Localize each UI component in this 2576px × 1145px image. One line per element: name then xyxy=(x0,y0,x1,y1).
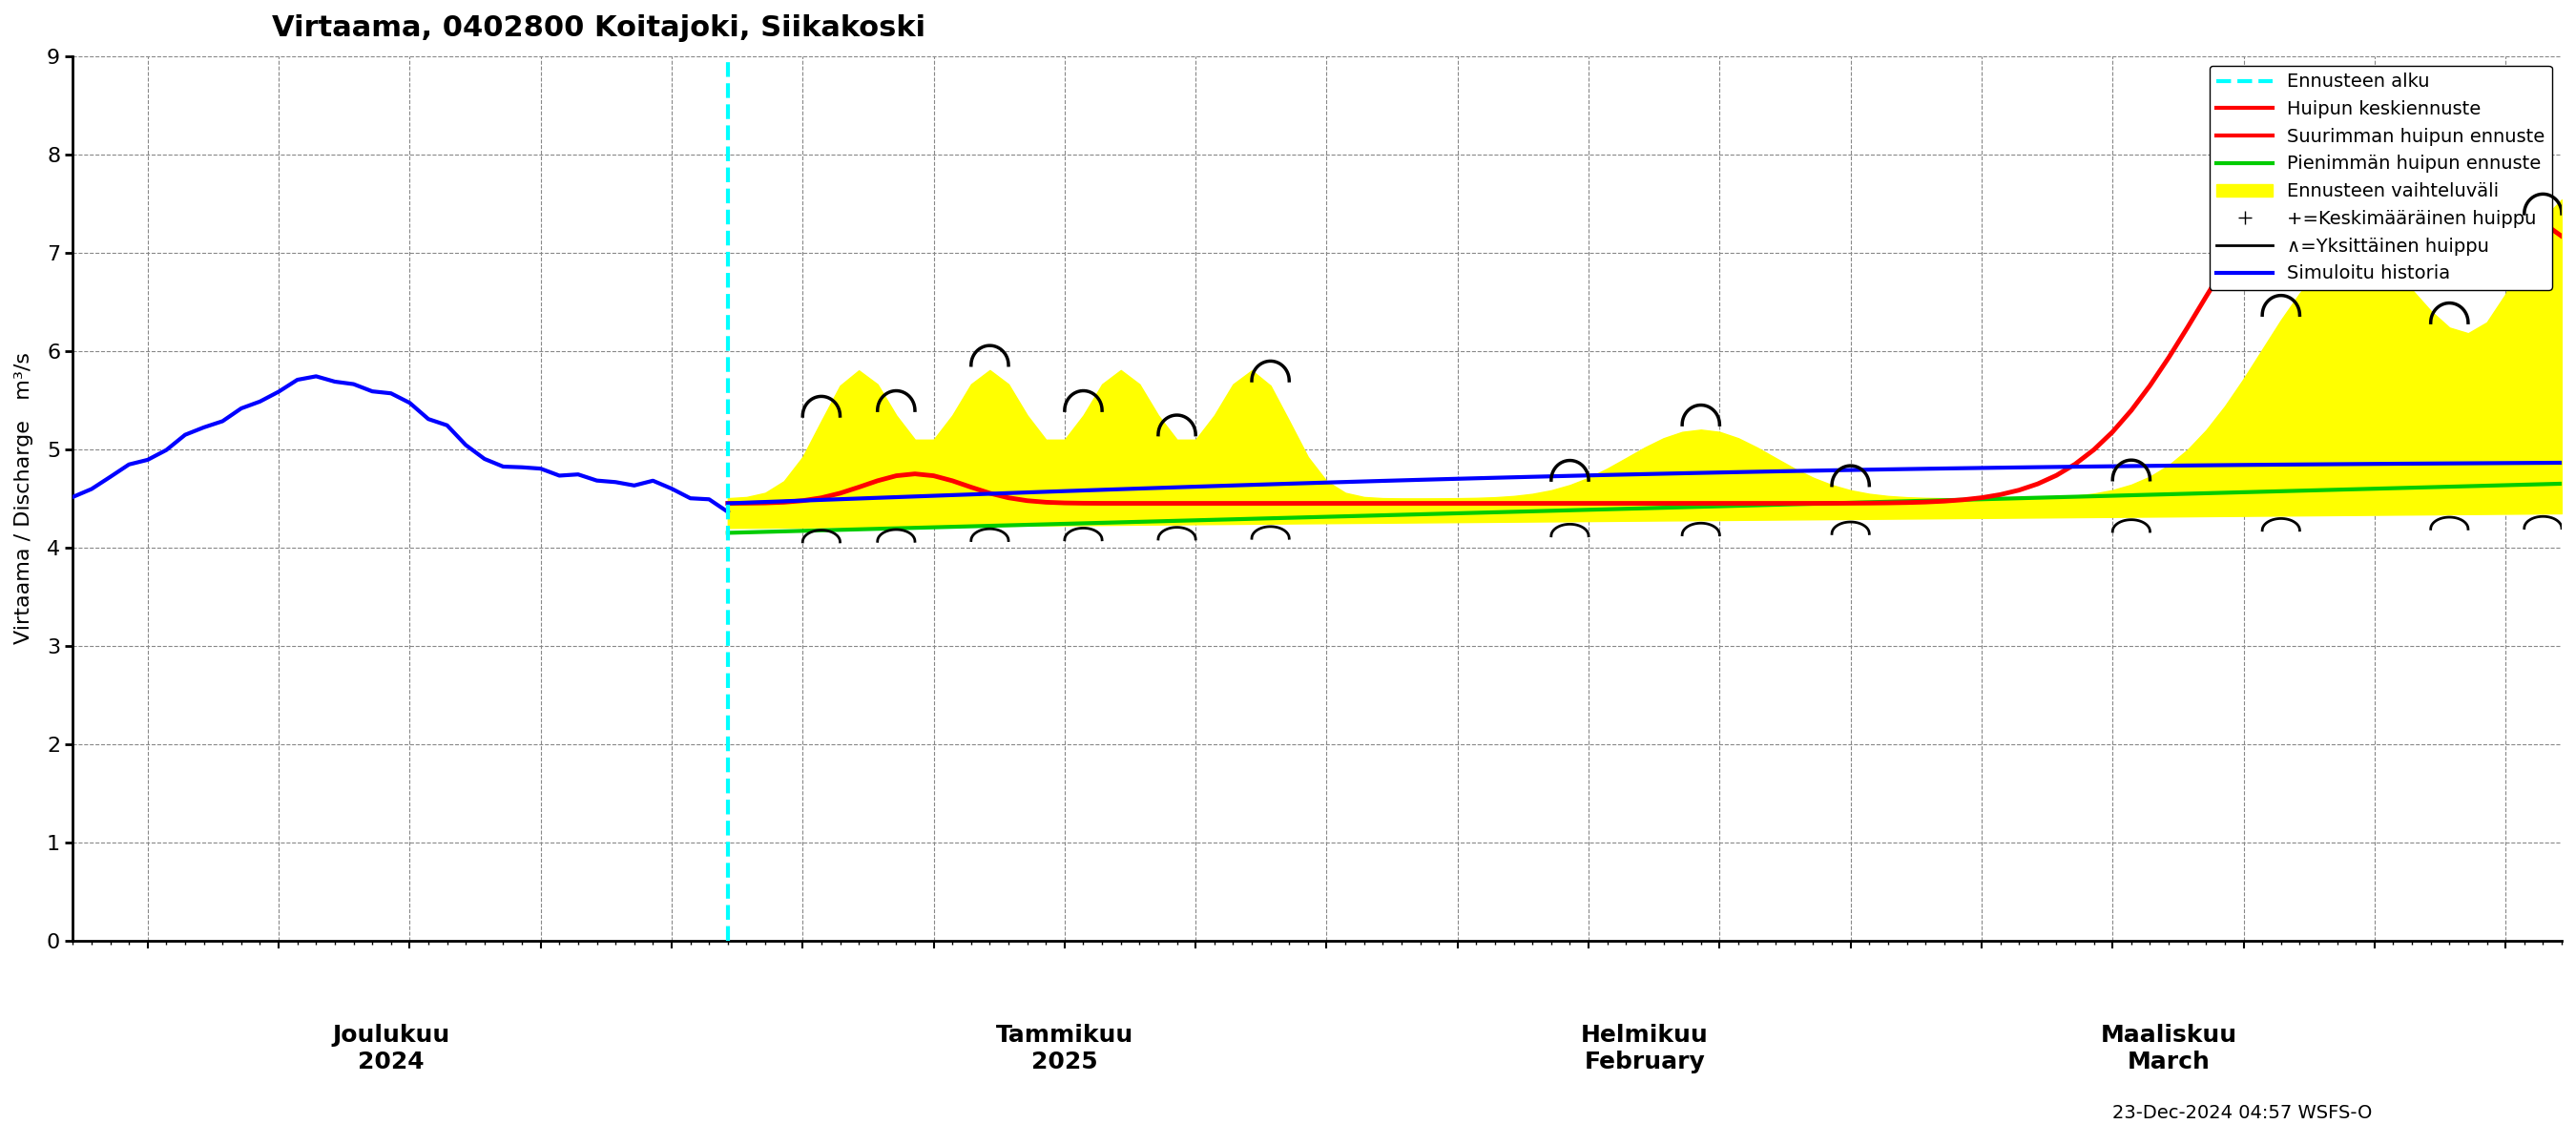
Text: Joulukuu
2024: Joulukuu 2024 xyxy=(332,1025,451,1074)
Text: Tammikuu
2025: Tammikuu 2025 xyxy=(997,1025,1133,1074)
Legend: Ennusteen alku, Huipun keskiennuste, Suurimman huipun ennuste, Pienimmän huipun : Ennusteen alku, Huipun keskiennuste, Suu… xyxy=(2210,65,2553,290)
Text: Virtaama, 0402800 Koitajoki, Siikakoski: Virtaama, 0402800 Koitajoki, Siikakoski xyxy=(273,14,925,42)
Text: Maaliskuu
March: Maaliskuu March xyxy=(2099,1025,2236,1074)
Text: 23-Dec-2024 04:57 WSFS-O: 23-Dec-2024 04:57 WSFS-O xyxy=(2112,1104,2372,1122)
Y-axis label: Virtaama / Discharge   m³/s: Virtaama / Discharge m³/s xyxy=(15,353,33,645)
Text: Helmikuu
February: Helmikuu February xyxy=(1582,1025,1708,1074)
